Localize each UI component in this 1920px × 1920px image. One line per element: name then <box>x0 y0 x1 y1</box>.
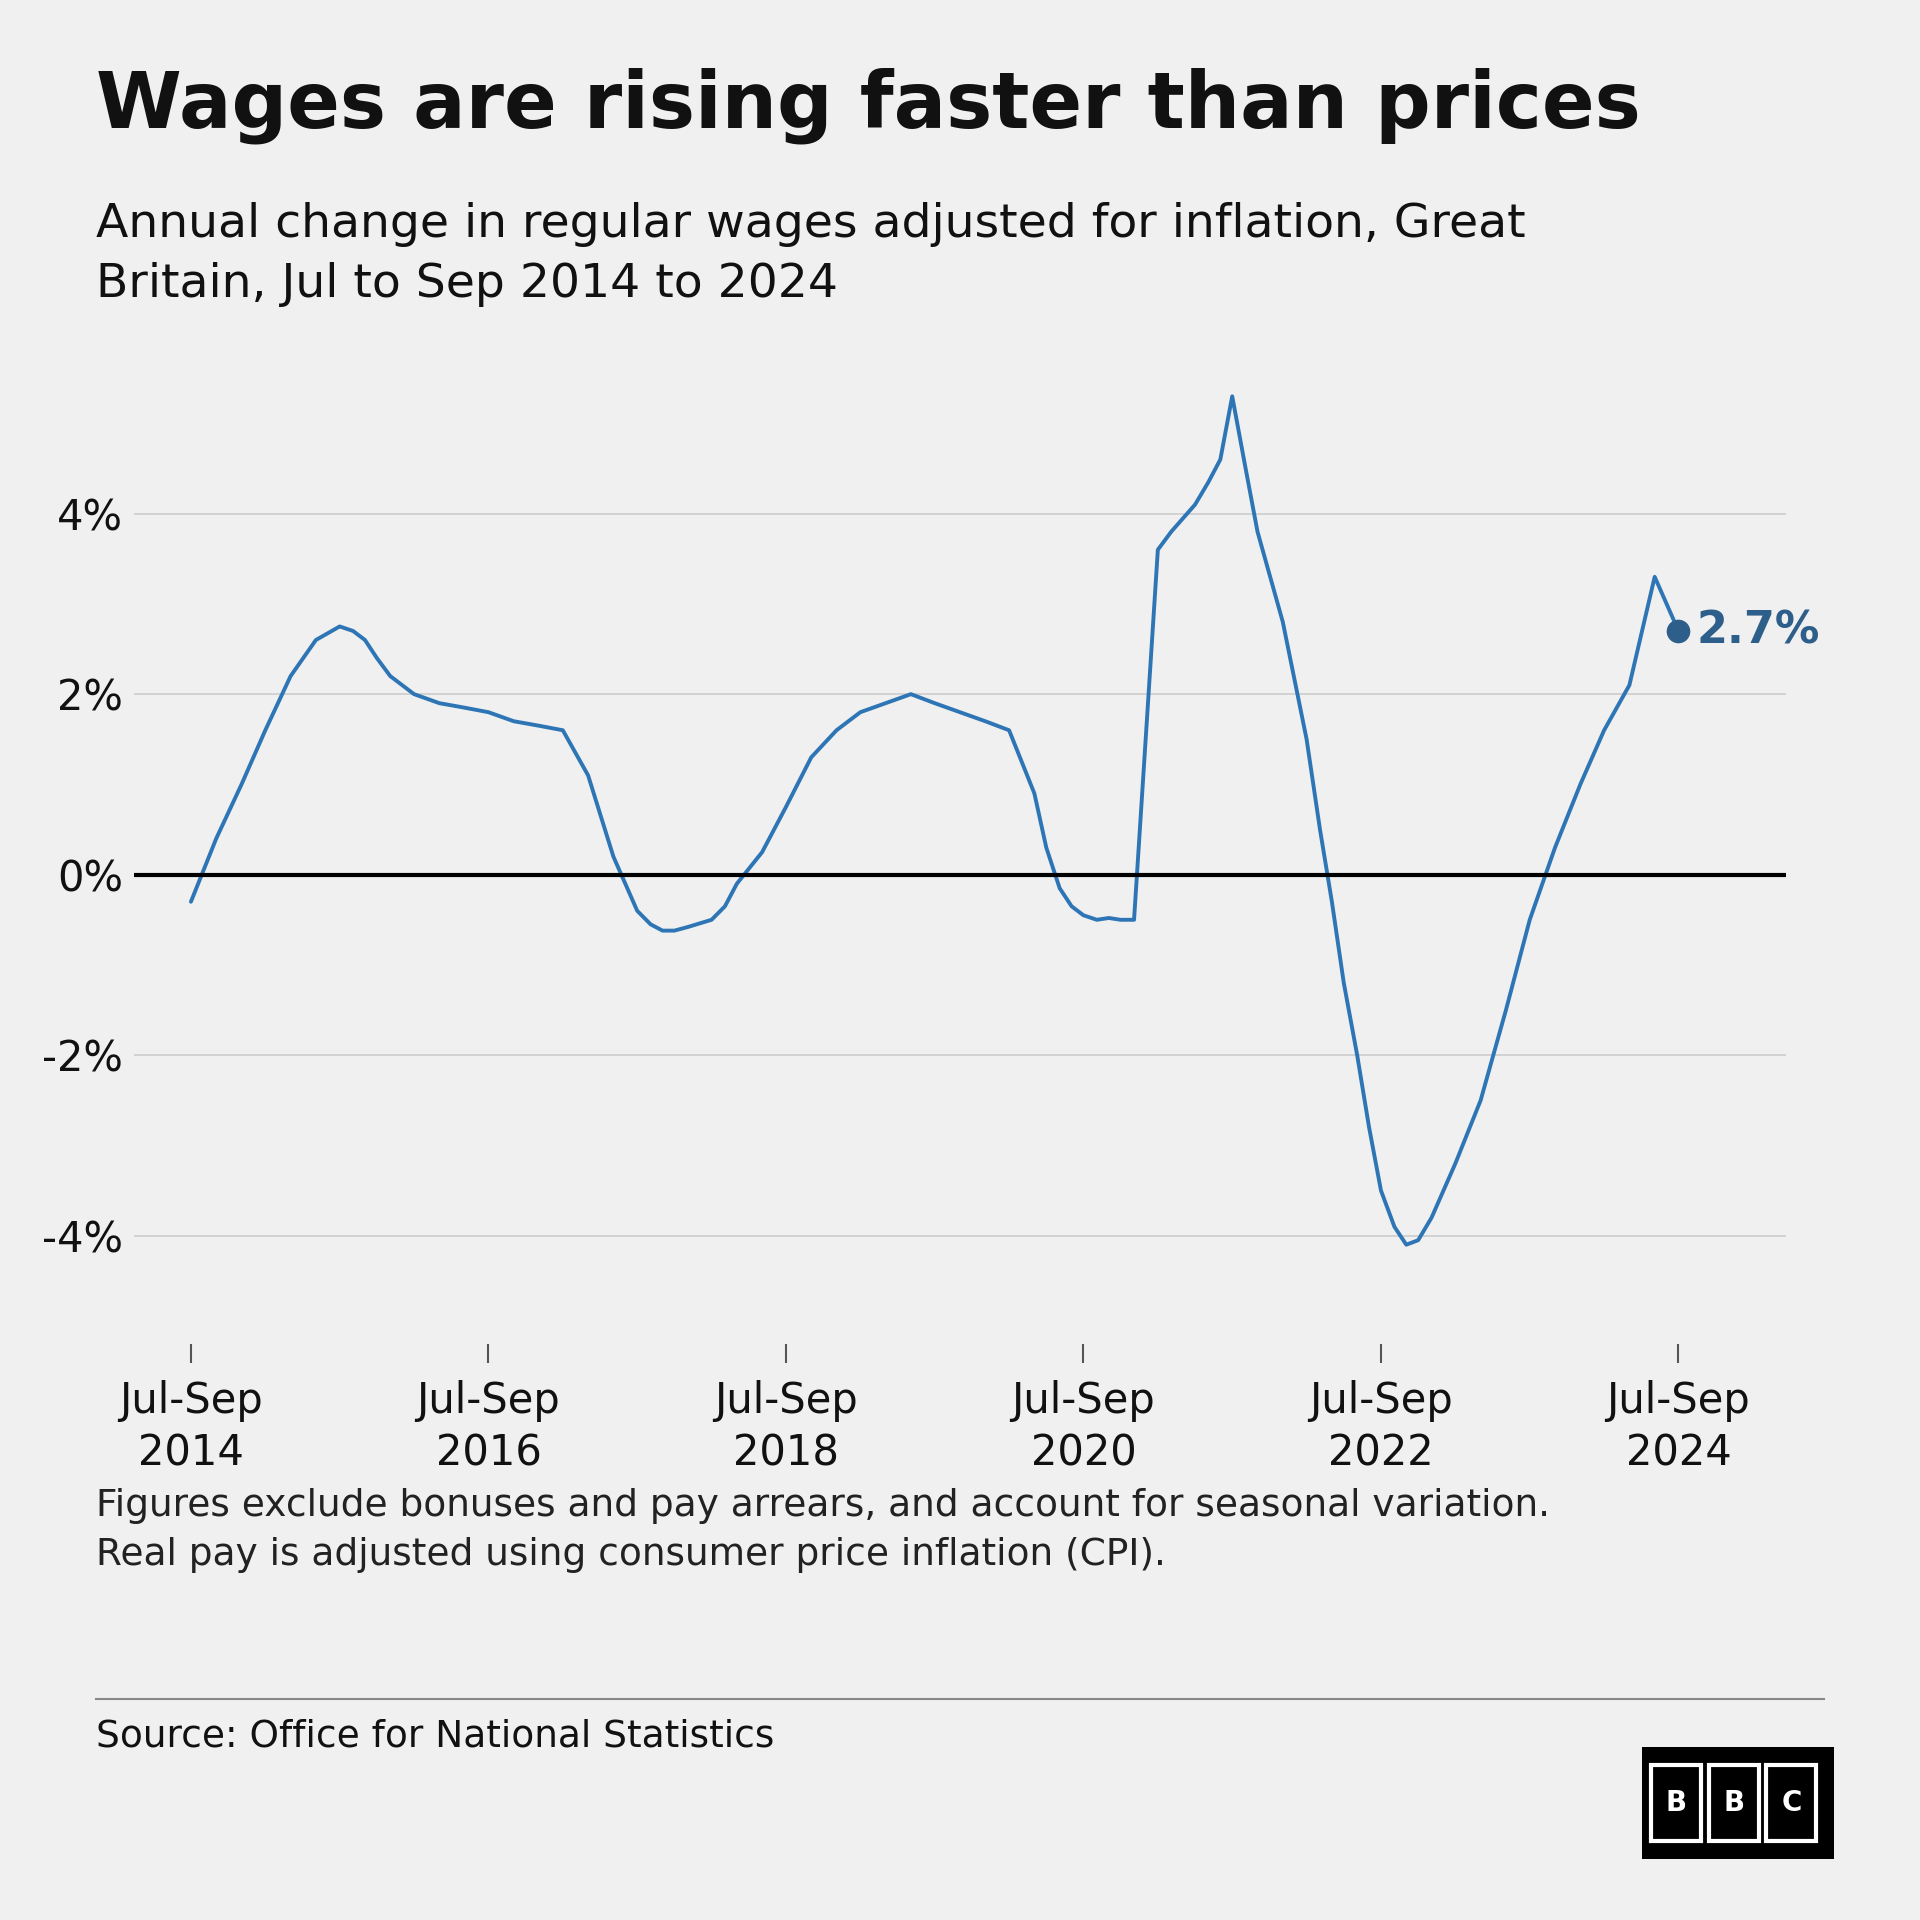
Text: Annual change in regular wages adjusted for inflation, Great
Britain, Jul to Sep: Annual change in regular wages adjusted … <box>96 202 1526 307</box>
Text: Source: Office for National Statistics: Source: Office for National Statistics <box>96 1718 774 1755</box>
Bar <box>1709 1764 1759 1841</box>
Text: C: C <box>1782 1789 1801 1816</box>
Text: B: B <box>1722 1789 1745 1816</box>
Text: B: B <box>1665 1789 1688 1816</box>
Text: Wages are rising faster than prices: Wages are rising faster than prices <box>96 67 1642 144</box>
Text: Figures exclude bonuses and pay arrears, and account for seasonal variation.
Rea: Figures exclude bonuses and pay arrears,… <box>96 1488 1549 1572</box>
Bar <box>1766 1764 1816 1841</box>
Text: 2.7%: 2.7% <box>1697 609 1820 653</box>
Bar <box>1651 1764 1701 1841</box>
